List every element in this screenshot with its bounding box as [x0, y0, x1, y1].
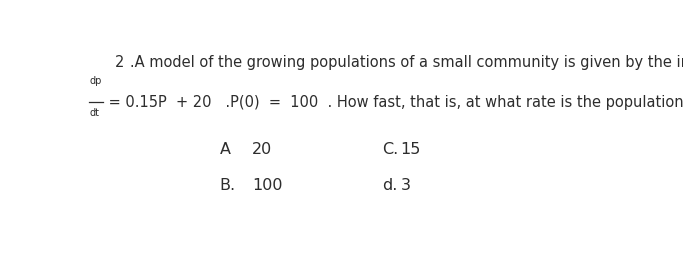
Text: = 0.15P  + 20   .P(0)  =  100  . How fast, that is, at what rate is the populati: = 0.15P + 20 .P(0) = 100 . How fast, tha… — [104, 95, 683, 109]
Text: 2: 2 — [115, 54, 124, 70]
Text: A: A — [221, 142, 232, 157]
Text: C.: C. — [382, 142, 398, 157]
Text: 100: 100 — [252, 178, 283, 193]
Text: 20: 20 — [252, 142, 273, 157]
Text: dp: dp — [89, 76, 102, 86]
Text: B.: B. — [219, 178, 236, 193]
Text: 15: 15 — [400, 142, 421, 157]
Text: .A model of the growing populations of a small community is given by the initial: .A model of the growing populations of a… — [115, 54, 683, 70]
Text: dt: dt — [89, 108, 100, 118]
Text: d.: d. — [382, 178, 398, 193]
Text: 3: 3 — [400, 178, 410, 193]
